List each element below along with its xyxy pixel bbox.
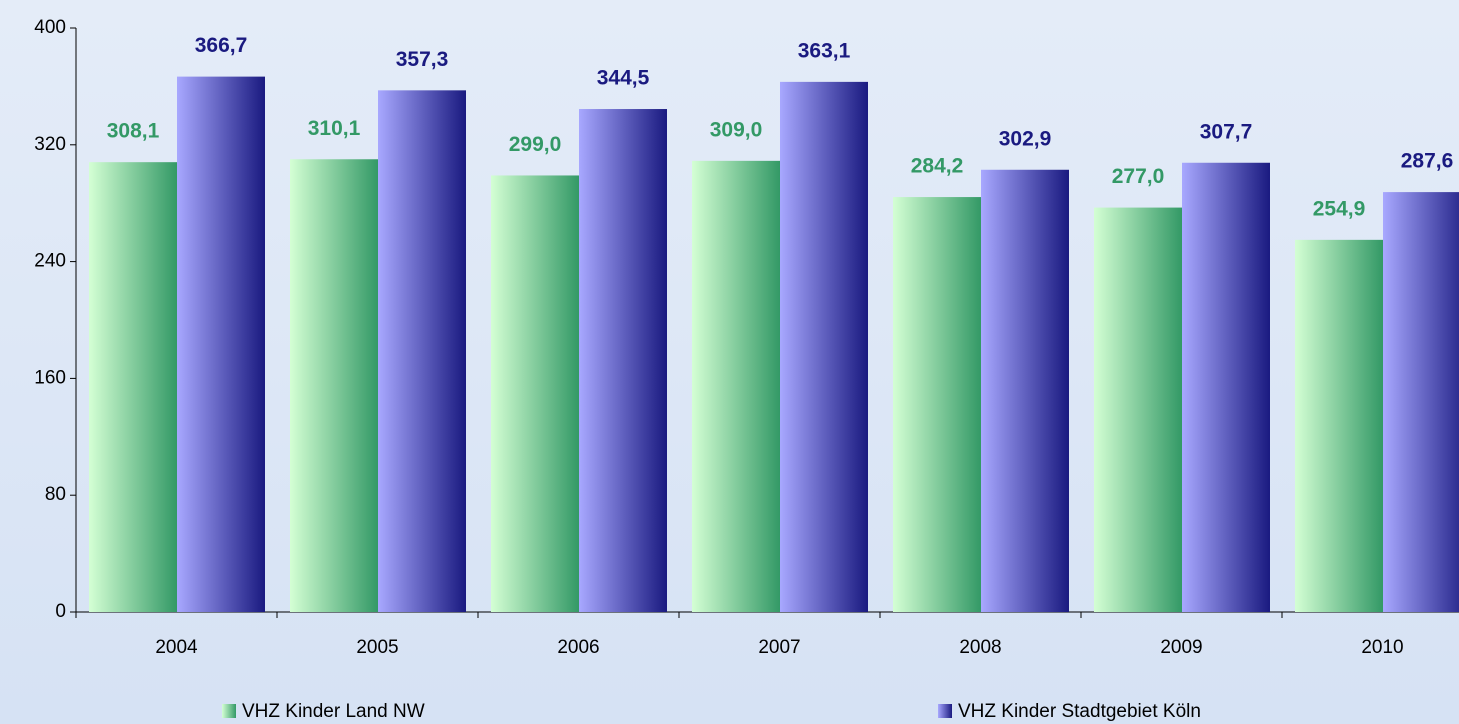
x-tick-label: 2010 (1361, 637, 1403, 658)
bar (1182, 162, 1270, 612)
value-label: 344,5 (597, 67, 650, 90)
x-tick-label: 2005 (356, 637, 398, 658)
bar (981, 169, 1069, 613)
x-tick-label: 2004 (155, 637, 198, 658)
value-label: 309,0 (710, 118, 763, 141)
x-tick-label: 2009 (1160, 637, 1202, 658)
bar (893, 197, 981, 612)
bar (177, 76, 265, 613)
bar (378, 90, 466, 613)
bar (89, 162, 177, 612)
value-label: 357,3 (396, 48, 449, 71)
y-tick-label: 0 (55, 601, 66, 622)
x-tick-label: 2006 (557, 637, 599, 658)
value-label: 363,1 (798, 39, 851, 62)
value-label: 254,9 (1313, 197, 1366, 220)
x-tick-label: 2007 (758, 637, 800, 658)
value-label: 308,1 (107, 120, 160, 143)
bar (579, 109, 667, 612)
bar (692, 160, 780, 613)
legend-swatch (222, 704, 236, 718)
value-label: 307,7 (1200, 120, 1253, 143)
y-tick-label: 320 (34, 134, 66, 155)
y-tick-label: 80 (45, 484, 66, 505)
value-label: 284,2 (911, 155, 964, 178)
value-label: 310,1 (308, 117, 361, 140)
value-label: 299,0 (509, 133, 562, 156)
x-tick-label: 2008 (959, 637, 1001, 658)
legend-label: VHZ Kinder Land NW (242, 701, 425, 722)
bar (1383, 192, 1459, 612)
y-tick-label: 240 (34, 251, 66, 272)
bar (290, 159, 378, 612)
value-label: 287,6 (1401, 150, 1454, 173)
bar (1094, 207, 1182, 612)
legend-label: VHZ Kinder Stadtgebiet Köln (958, 701, 1201, 722)
y-tick-label: 400 (34, 17, 66, 38)
value-label: 302,9 (999, 127, 1052, 150)
value-label: 366,7 (195, 34, 248, 57)
legend-swatch (938, 704, 952, 718)
bar (1295, 239, 1383, 612)
y-tick-label: 160 (34, 367, 66, 388)
bar (491, 175, 579, 612)
bar (780, 81, 868, 612)
value-label: 277,0 (1112, 165, 1165, 188)
